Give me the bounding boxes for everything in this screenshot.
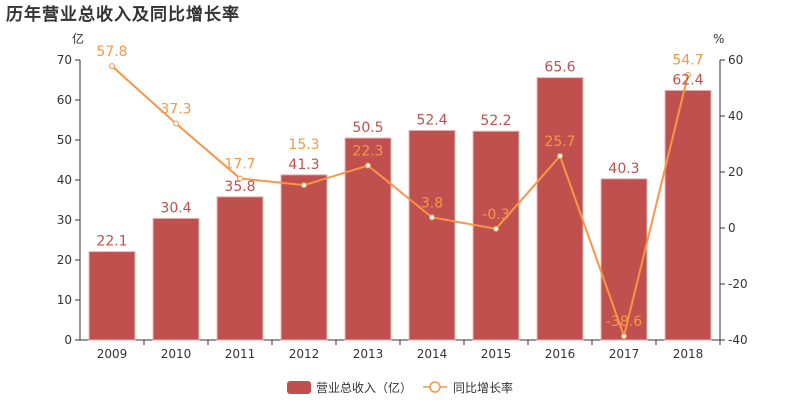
bar-data-label: 40.3 [608,161,639,177]
line-data-label: 15.3 [288,137,319,153]
legend-line-marker[interactable] [429,381,441,393]
left-tick-label: 70 [57,53,72,67]
line-point[interactable] [365,162,371,169]
x-tick-label: 2014 [417,347,448,361]
left-tick-label: 40 [57,173,72,187]
legend-bar-swatch[interactable] [287,381,311,394]
bar-data-label: 22.1 [96,234,127,250]
line-point[interactable] [237,175,243,182]
line-data-label: 37.3 [160,102,191,118]
right-tick-label: 20 [728,165,743,179]
line-data-label: 3.8 [421,195,443,211]
bar-data-label: 41.3 [288,157,319,173]
x-tick-label: 2012 [289,347,320,361]
line-data-label: 57.8 [96,44,127,60]
left-tick-label: 20 [57,253,72,267]
legend: 营业总收入（亿） 同比增长率 [287,380,513,395]
bar-data-label: 30.4 [160,200,191,216]
right-tick-label: 0 [728,221,736,235]
left-tick-label: 60 [57,93,72,107]
left-tick-label: 50 [57,133,72,147]
line-point[interactable] [621,333,627,340]
bar-data-label: 52.2 [480,113,511,129]
bar-data-label: 65.6 [544,60,575,76]
chart-title: 历年营业总收入及同比增长率 [6,4,240,25]
left-tick-label: 10 [57,293,72,307]
bar-data-label: 62.4 [672,72,703,88]
bar[interactable] [472,130,520,341]
line-point[interactable] [685,71,691,78]
bar[interactable] [216,196,264,341]
line-data-label: -0.3 [482,207,509,223]
bar[interactable] [408,129,456,341]
right-axis-unit: % [713,32,724,46]
left-axis-unit: 亿 [72,31,84,46]
line-point[interactable] [173,120,179,127]
x-tick-label: 2017 [609,347,640,361]
line-point[interactable] [301,182,307,189]
line-data-label: -38.6 [606,314,642,330]
line-data-label: 17.7 [224,156,255,172]
bar[interactable] [600,178,648,341]
line-point[interactable] [109,63,115,70]
bar[interactable] [536,77,584,341]
x-tick-label: 2011 [225,347,256,361]
right-tick-label: -20 [728,277,748,291]
line-point[interactable] [429,214,435,221]
line-data-label: 25.7 [544,134,575,150]
x-tick-label: 2009 [97,347,128,361]
bar[interactable] [88,251,136,341]
bar-data-label: 52.4 [416,112,447,128]
left-tick-label: 0 [64,333,72,347]
growth-line [111,65,689,340]
bar[interactable] [152,217,200,341]
bar[interactable] [664,89,712,341]
line-data-label: 54.7 [672,52,703,68]
x-tick-label: 2010 [161,347,192,361]
x-tick-label: 2018 [673,347,704,361]
x-tick-label: 2013 [353,347,384,361]
right-tick-label: 40 [728,109,743,123]
bar[interactable] [344,137,392,341]
line-point[interactable] [557,153,563,160]
left-tick-label: 30 [57,213,72,227]
legend-line-label[interactable]: 同比增长率 [453,380,513,395]
line-data-label: 22.3 [352,144,383,160]
legend-bar-label[interactable]: 营业总收入（亿） [316,380,412,395]
bar-data-label: 50.5 [352,120,383,136]
bar[interactable] [280,174,328,341]
bar-data-label: 35.8 [224,179,255,195]
x-tick-label: 2015 [481,347,512,361]
right-tick-label: -40 [728,333,748,347]
line-point[interactable] [493,225,499,232]
x-tick-label: 2016 [545,347,576,361]
right-tick-label: 60 [728,53,743,67]
